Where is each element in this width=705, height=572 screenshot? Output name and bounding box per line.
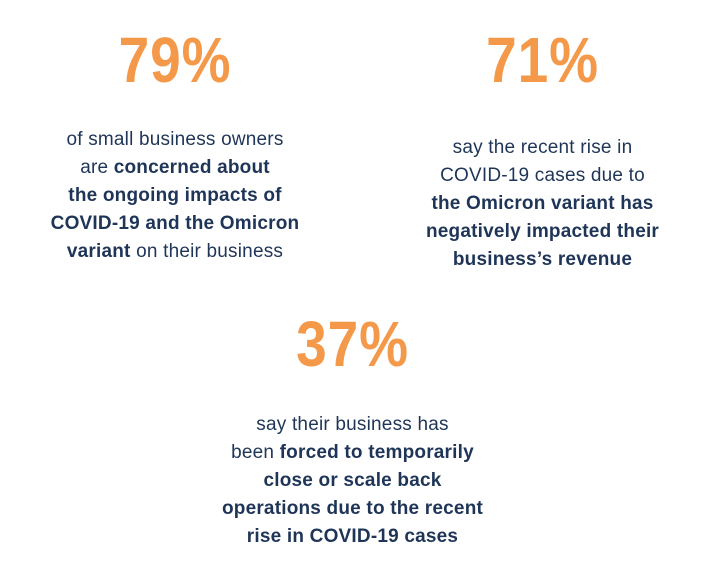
desc-text: say their business has — [256, 414, 449, 435]
desc-text-bold: operations due to the recent — [221, 498, 484, 519]
desc-text-bold: the ongoing impacts of — [68, 185, 282, 206]
desc-line: the ongoing impacts of — [68, 185, 281, 206]
desc-line: negatively impacted their — [426, 221, 659, 242]
desc-text-bold: close or scale back — [263, 470, 442, 491]
stat-block-concern: 79% of small business owners are concern… — [10, 28, 340, 266]
desc-line: COVID-19 cases due to — [440, 165, 645, 186]
desc-line: been forced to temporarily — [231, 442, 474, 463]
desc-line: say their business has — [256, 414, 448, 435]
stat-block-revenue: 71% say the recent rise in COVID-19 case… — [380, 28, 705, 274]
desc-line: close or scale back — [263, 470, 441, 491]
desc-text: are — [80, 157, 114, 178]
desc-text-bold: concerned about — [113, 157, 270, 178]
desc-line: COVID-19 and the Omicron — [51, 213, 300, 234]
desc-text-bold: negatively impacted their — [425, 221, 660, 242]
desc-line: variant on their business — [67, 241, 283, 262]
desc-text-bold: variant — [66, 241, 131, 262]
desc-line: say the recent rise in — [453, 137, 633, 158]
desc-text: of small business owners — [66, 129, 284, 150]
desc-text-bold: business’s revenue — [452, 249, 633, 270]
desc-text: been — [231, 442, 280, 463]
desc-line: are concerned about — [80, 157, 270, 178]
stat-value: 37% — [296, 308, 409, 380]
desc-line: of small business owners — [66, 129, 283, 150]
desc-text-bold: rise in COVID-19 cases — [246, 526, 459, 547]
stat-description: say their business has been forced to te… — [190, 411, 515, 551]
desc-text-bold: the Omicron variant has — [431, 193, 654, 214]
stat-description: of small business owners are concerned a… — [10, 126, 340, 266]
stat-value: 71% — [486, 24, 599, 96]
desc-line: business’s revenue — [453, 249, 632, 270]
stat-description: say the recent rise in COVID-19 cases du… — [380, 134, 705, 274]
stat-block-closure: 37% say their business has been forced t… — [190, 312, 515, 551]
desc-text-bold: COVID-19 and the Omicron — [50, 213, 300, 234]
desc-text: say the recent rise in — [452, 137, 633, 158]
desc-text-bold: forced to temporarily — [279, 442, 474, 463]
desc-text: COVID-19 cases due to — [440, 165, 645, 186]
desc-line: operations due to the recent — [222, 498, 483, 519]
desc-line: the Omicron variant has — [431, 193, 653, 214]
desc-text: on their business — [130, 241, 284, 262]
desc-line: rise in COVID-19 cases — [247, 526, 458, 547]
stat-value: 79% — [118, 24, 232, 96]
